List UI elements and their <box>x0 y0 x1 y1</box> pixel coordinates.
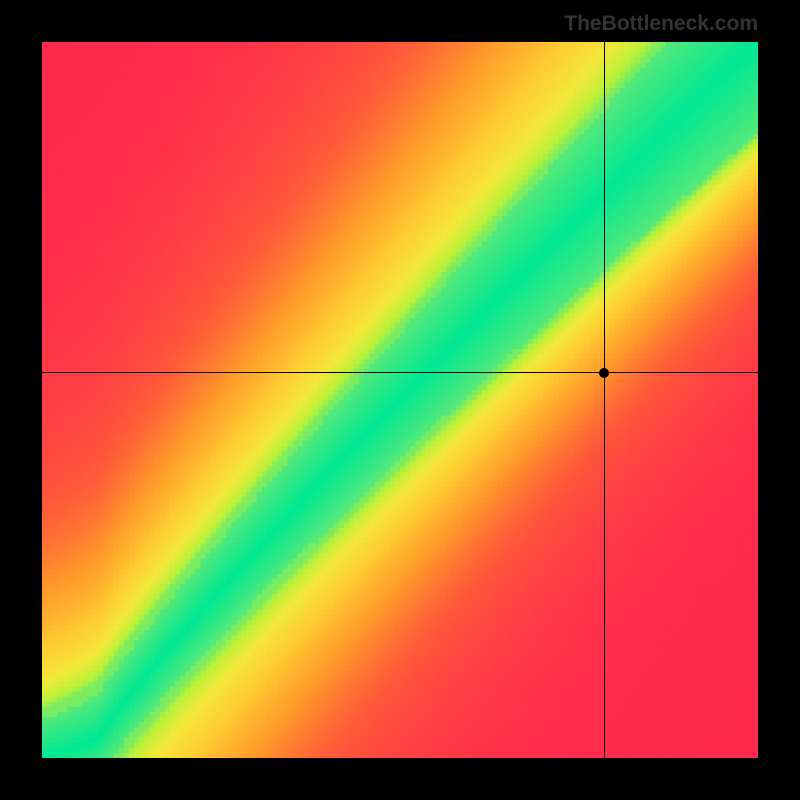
bottleneck-heatmap <box>42 42 758 758</box>
crosshair-vertical <box>604 42 605 758</box>
crosshair-horizontal <box>42 372 758 373</box>
operating-point-marker <box>599 368 609 378</box>
watermark-text: TheBottleneck.com <box>564 12 758 36</box>
chart-container: TheBottleneck.com <box>0 0 800 800</box>
